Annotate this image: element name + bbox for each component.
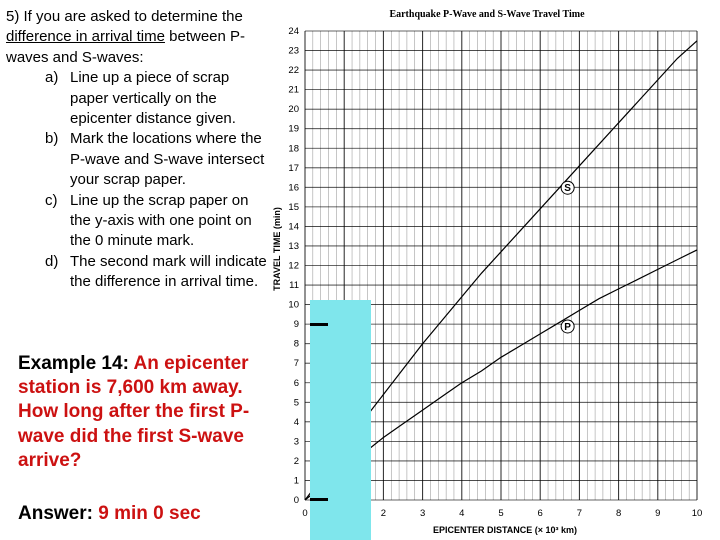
instructions-block: 5) If you are asked to determine the dif… [6, 7, 268, 293]
series-label-circle-s [560, 180, 575, 195]
y-tick-label: 17 [288, 163, 299, 174]
chart-title: Earthquake P-Wave and S-Wave Travel Time [389, 9, 585, 20]
answer-value: 9 min 0 sec [98, 503, 201, 524]
y-tick-label: 23 [288, 46, 299, 57]
y-tick-label: 15 [288, 202, 299, 213]
y-tick-label: 13 [288, 241, 299, 252]
x-tick-label: 9 [655, 508, 660, 519]
series-label-circle-p [560, 319, 575, 334]
x-tick-label: 3 [420, 508, 425, 519]
y-tick-label: 5 [294, 397, 299, 408]
answer-line: Answer: 9 min 0 sec [18, 503, 201, 525]
step-item: a) Line up a piece of scrap paper vertica… [6, 68, 268, 129]
x-tick-label: 4 [459, 508, 464, 519]
y-tick-label: 10 [288, 300, 299, 311]
x-tick-label: 8 [616, 508, 621, 519]
x-tick-label: 7 [577, 508, 582, 519]
step-item: c) Line up the scrap paper on the y-axis … [6, 191, 268, 252]
series-label-s: S [564, 183, 571, 194]
x-tick-label: 0 [302, 508, 307, 519]
step-marker: d) [45, 252, 59, 270]
x-tick-label: 6 [538, 508, 543, 519]
scrap-mark-s-wave [310, 323, 328, 326]
y-tick-label: 6 [294, 378, 299, 389]
steps-list: a) Line up a piece of scrap paper vertica… [6, 68, 268, 292]
answer-label: Answer: [18, 503, 93, 524]
example-text: An epicenter station is 7,600 km away. H… [18, 353, 250, 471]
example-question: Example 14: An epicenter station is 7,60… [18, 352, 258, 473]
y-tick-label: 24 [288, 26, 299, 37]
y-tick-label: 20 [288, 104, 299, 115]
y-tick-label: 8 [294, 339, 299, 350]
step-marker: a) [45, 69, 59, 87]
y-tick-label: 2 [294, 456, 299, 467]
step-text: Mark the locations where the P-wave and … [70, 130, 265, 189]
y-tick-label: 14 [288, 221, 299, 232]
scrap-paper[interactable] [310, 300, 371, 540]
y-tick-label: 9 [294, 319, 299, 330]
instructions-intro: 5) If you are asked to determine the dif… [6, 7, 268, 68]
x-tick-label: 5 [498, 508, 503, 519]
step-item: d) The second mark will indicate the diff… [6, 252, 268, 293]
y-tick-label: 18 [288, 143, 299, 154]
step-marker: c) [45, 191, 58, 209]
y-tick-label: 19 [288, 124, 299, 135]
x-axis-label: EPICENTER DISTANCE (× 10³ km) [433, 525, 577, 535]
y-tick-label: 12 [288, 261, 299, 272]
step-item: b) Mark the locations where the P-wave an… [6, 129, 268, 190]
y-tick-label: 7 [294, 358, 299, 369]
y-tick-label: 16 [288, 182, 299, 193]
intro-suffix: between P-waves and S-waves: [6, 28, 246, 66]
intro-underlined: difference in arrival time [6, 28, 165, 46]
y-tick-label: 22 [288, 65, 299, 76]
y-tick-label: 3 [294, 436, 299, 447]
y-tick-label: 4 [294, 417, 299, 428]
step-text: The second mark will indicate the differ… [70, 252, 267, 291]
series-label-p: P [564, 322, 571, 333]
scrap-mark-p-wave [310, 498, 328, 501]
intro-prefix: 5) If you are asked to determine the [6, 8, 243, 25]
x-tick-label: 2 [381, 508, 386, 519]
y-axis-label: TRAVEL TIME (min) [272, 207, 282, 291]
example-label: Example 14: [18, 353, 129, 374]
y-tick-label: 11 [289, 280, 299, 291]
y-tick-label: 21 [288, 85, 299, 96]
y-tick-label: 1 [294, 475, 299, 486]
step-text: Line up a piece of scrap paper verticall… [70, 69, 236, 128]
y-tick-label: 0 [294, 495, 299, 506]
step-text: Line up the scrap paper on the y-axis wi… [70, 191, 252, 250]
x-tick-label: 10 [692, 508, 703, 519]
step-marker: b) [45, 130, 59, 148]
